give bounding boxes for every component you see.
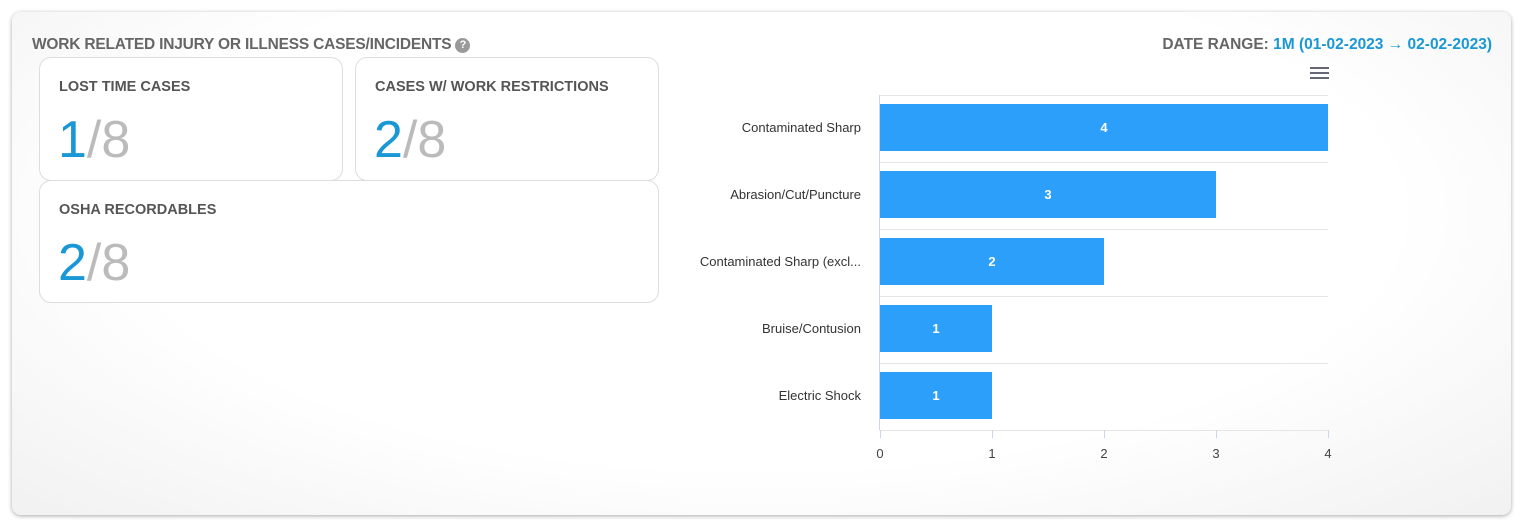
card-value: 1/8 <box>58 110 130 170</box>
category-label: Contaminated Sharp (excl... <box>700 254 861 269</box>
date-range: DATE RANGE: 1M (01-02-2023 → 02-02-2023) <box>1162 36 1492 54</box>
card-value: 2/8 <box>58 233 130 293</box>
category-label: Contaminated Sharp <box>742 120 861 135</box>
total: /8 <box>86 111 131 169</box>
count: 1 <box>58 111 87 169</box>
card-label: CASES W/ WORK RESTRICTIONS <box>375 79 609 95</box>
title-text: WORK RELATED INJURY OR ILLNESS CASES/INC… <box>32 36 452 53</box>
data-label: 2 <box>988 254 995 269</box>
question-circle-icon[interactable]: ? <box>455 38 471 53</box>
card-label: OSHA RECORDABLES <box>59 202 217 218</box>
x-tick-label: 4 <box>1324 446 1331 461</box>
widget-title: WORK RELATED INJURY OR ILLNESS CASES/INC… <box>32 36 471 54</box>
count: 2 <box>58 234 87 292</box>
bar[interactable] <box>880 104 1328 151</box>
bar[interactable] <box>880 372 992 419</box>
data-label: 3 <box>1044 187 1051 202</box>
category-label: Bruise/Contusion <box>762 321 861 336</box>
card-label: LOST TIME CASES <box>59 79 191 95</box>
card-osha-recordables: OSHA RECORDABLES 2/8 <box>39 180 659 303</box>
category-label: Electric Shock <box>779 388 862 403</box>
x-tick-label: 1 <box>988 446 995 461</box>
total: /8 <box>86 234 131 292</box>
card-value: 2/8 <box>374 110 446 170</box>
count: 2 <box>374 111 403 169</box>
data-label: 1 <box>932 388 939 403</box>
x-tick-label: 3 <box>1212 446 1219 461</box>
card-work-restrictions: CASES W/ WORK RESTRICTIONS 2/8 <box>355 57 659 181</box>
date-range-value[interactable]: 1M (01-02-2023 → 02-02-2023) <box>1273 36 1492 53</box>
date-range-label: DATE RANGE: <box>1162 36 1269 53</box>
data-label: 1 <box>932 321 939 336</box>
total: /8 <box>402 111 447 169</box>
x-tick-label: 2 <box>1100 446 1107 461</box>
chart-menu-icon[interactable] <box>1310 67 1329 81</box>
data-label: 4 <box>1100 120 1108 135</box>
bar[interactable] <box>880 305 992 352</box>
x-tick-label: 0 <box>876 446 883 461</box>
bar[interactable] <box>880 238 1104 285</box>
bar[interactable] <box>880 171 1216 218</box>
category-label: Abrasion/Cut/Puncture <box>730 187 861 202</box>
